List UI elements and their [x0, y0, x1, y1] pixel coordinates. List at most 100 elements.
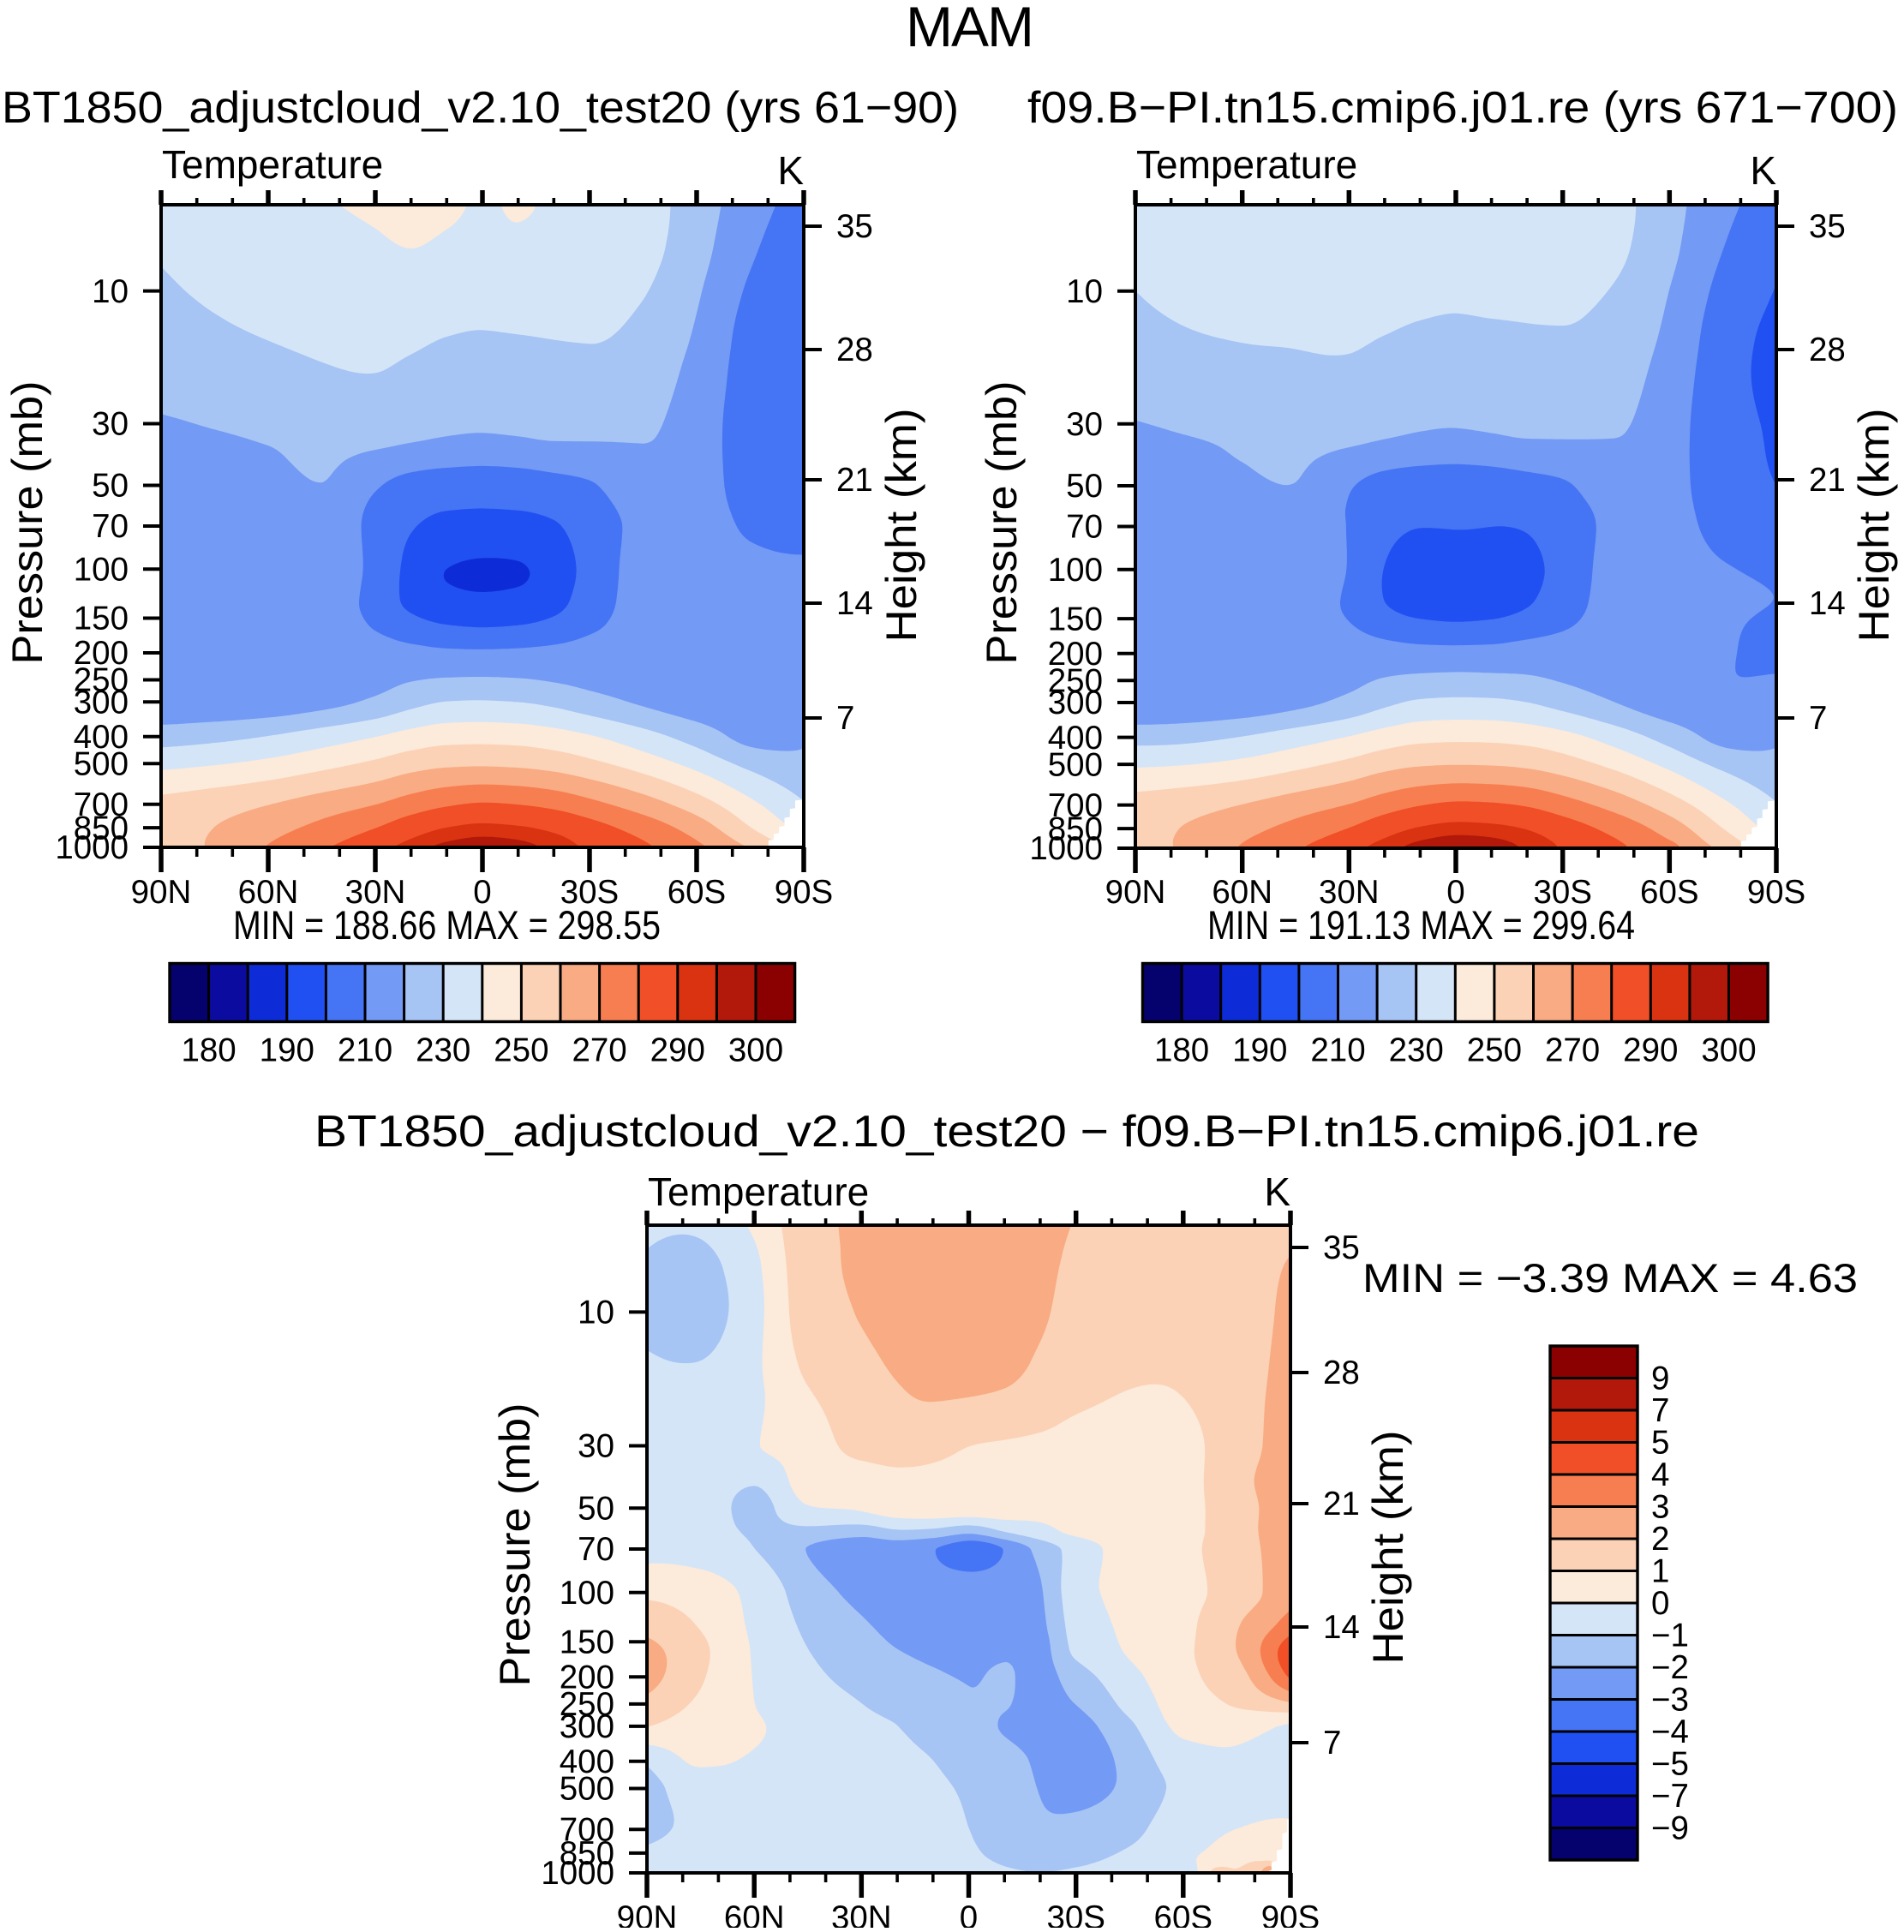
- svg-text:850: 850: [1048, 810, 1103, 847]
- svg-text:100: 100: [1048, 552, 1103, 589]
- svg-text:60N: 60N: [1212, 874, 1272, 911]
- svg-text:MIN = 188.66 MAX = 298.55: MIN = 188.66 MAX = 298.55: [233, 903, 661, 948]
- svg-text:MIN = −3.39 MAX = 4.63: MIN = −3.39 MAX = 4.63: [1362, 1256, 1858, 1301]
- svg-text:30N: 30N: [1319, 874, 1380, 911]
- svg-text:30N: 30N: [345, 874, 406, 911]
- svg-text:MAM: MAM: [906, 0, 1033, 58]
- svg-text:300: 300: [74, 684, 129, 721]
- svg-text:100: 100: [74, 552, 129, 589]
- svg-text:Height (km): Height (km): [877, 409, 925, 643]
- svg-text:10: 10: [92, 273, 129, 310]
- svg-text:21: 21: [1323, 1486, 1360, 1522]
- svg-text:1000: 1000: [1029, 830, 1103, 867]
- svg-text:700: 700: [1048, 787, 1103, 824]
- svg-text:−1: −1: [1651, 1618, 1689, 1654]
- svg-text:−2: −2: [1651, 1649, 1689, 1686]
- svg-text:30S: 30S: [1046, 1899, 1105, 1928]
- svg-text:210: 210: [338, 1032, 392, 1069]
- svg-text:−3: −3: [1651, 1682, 1689, 1719]
- svg-text:30S: 30S: [1533, 874, 1592, 911]
- svg-text:180: 180: [181, 1032, 236, 1069]
- svg-text:90S: 90S: [1261, 1899, 1320, 1928]
- svg-text:−7: −7: [1651, 1778, 1689, 1815]
- svg-text:Pressure (mb): Pressure (mb): [978, 381, 1026, 665]
- svg-text:30: 30: [1066, 406, 1103, 443]
- svg-text:7: 7: [1651, 1392, 1669, 1429]
- svg-text:60S: 60S: [668, 874, 727, 911]
- svg-text:90S: 90S: [1747, 874, 1806, 911]
- svg-text:250: 250: [1467, 1032, 1522, 1069]
- svg-text:270: 270: [1545, 1032, 1600, 1069]
- svg-text:7: 7: [836, 700, 854, 737]
- svg-text:Height (km): Height (km): [1364, 1431, 1412, 1665]
- svg-text:−5: −5: [1651, 1746, 1689, 1783]
- svg-text:14: 14: [1809, 585, 1846, 622]
- svg-text:−9: −9: [1651, 1810, 1689, 1847]
- svg-text:10: 10: [578, 1295, 614, 1331]
- svg-text:K: K: [1750, 148, 1776, 193]
- svg-text:210: 210: [1310, 1032, 1365, 1069]
- svg-text:0: 0: [1651, 1585, 1669, 1622]
- svg-text:50: 50: [578, 1490, 614, 1527]
- svg-text:K: K: [1264, 1169, 1290, 1214]
- svg-text:2: 2: [1651, 1521, 1669, 1558]
- svg-text:150: 150: [74, 601, 129, 637]
- svg-text:700: 700: [560, 1812, 614, 1849]
- svg-text:200: 200: [1048, 636, 1103, 673]
- svg-text:400: 400: [560, 1744, 614, 1780]
- svg-text:90S: 90S: [775, 874, 834, 911]
- svg-text:0: 0: [473, 874, 491, 911]
- svg-text:50: 50: [1066, 468, 1103, 505]
- svg-text:30S: 30S: [560, 874, 620, 911]
- svg-text:Pressure (mb): Pressure (mb): [491, 1403, 539, 1687]
- svg-text:21: 21: [1809, 462, 1846, 499]
- svg-text:Height (km): Height (km): [1850, 409, 1898, 643]
- svg-text:Pressure (mb): Pressure (mb): [3, 381, 51, 665]
- svg-text:300: 300: [728, 1032, 783, 1069]
- svg-text:250: 250: [494, 1032, 548, 1069]
- svg-text:14: 14: [1323, 1609, 1360, 1646]
- svg-text:70: 70: [578, 1531, 614, 1568]
- svg-text:60S: 60S: [1640, 874, 1699, 911]
- svg-text:500: 500: [1048, 746, 1103, 783]
- svg-text:35: 35: [1323, 1229, 1360, 1266]
- svg-text:1: 1: [1651, 1553, 1669, 1590]
- svg-text:BT1850_adjustcloud_v2.10_test2: BT1850_adjustcloud_v2.10_test20 − f09.B−…: [314, 1107, 1699, 1157]
- svg-text:1000: 1000: [541, 1855, 614, 1892]
- svg-text:90N: 90N: [131, 874, 192, 911]
- svg-text:60N: 60N: [238, 874, 299, 911]
- svg-text:270: 270: [572, 1032, 626, 1069]
- svg-text:28: 28: [1809, 332, 1846, 368]
- svg-text:Temperature: Temperature: [162, 142, 383, 187]
- svg-text:BT1850_adjustcloud_v2.10_test2: BT1850_adjustcloud_v2.10_test20 (yrs 61−…: [2, 83, 959, 133]
- svg-text:35: 35: [836, 208, 873, 245]
- svg-text:10: 10: [1066, 273, 1103, 310]
- svg-text:28: 28: [836, 332, 873, 368]
- svg-text:290: 290: [650, 1032, 705, 1069]
- svg-text:180: 180: [1154, 1032, 1209, 1069]
- svg-text:190: 190: [260, 1032, 314, 1069]
- svg-text:1000: 1000: [55, 829, 129, 866]
- svg-text:f09.B−PI.tn15.cmip6.j01.re (yr: f09.B−PI.tn15.cmip6.j01.re (yrs 671−700): [1027, 83, 1898, 133]
- svg-text:90N: 90N: [617, 1899, 678, 1928]
- svg-text:Temperature: Temperature: [1136, 142, 1357, 187]
- svg-text:300: 300: [1701, 1032, 1756, 1069]
- svg-text:500: 500: [74, 746, 129, 783]
- svg-text:4: 4: [1651, 1456, 1669, 1493]
- svg-text:7: 7: [1323, 1725, 1341, 1762]
- svg-text:7: 7: [1809, 700, 1827, 737]
- svg-text:850: 850: [74, 810, 129, 846]
- svg-text:0: 0: [1446, 874, 1464, 911]
- svg-text:28: 28: [1323, 1355, 1360, 1391]
- svg-text:230: 230: [416, 1032, 470, 1069]
- svg-text:30N: 30N: [831, 1899, 892, 1928]
- svg-text:70: 70: [92, 508, 129, 545]
- svg-text:9: 9: [1651, 1361, 1669, 1397]
- svg-text:Temperature: Temperature: [648, 1169, 869, 1214]
- svg-text:35: 35: [1809, 208, 1846, 245]
- svg-text:300: 300: [560, 1708, 614, 1745]
- svg-text:290: 290: [1623, 1032, 1678, 1069]
- svg-text:250: 250: [74, 662, 129, 699]
- svg-text:200: 200: [560, 1659, 614, 1696]
- svg-text:14: 14: [836, 585, 873, 622]
